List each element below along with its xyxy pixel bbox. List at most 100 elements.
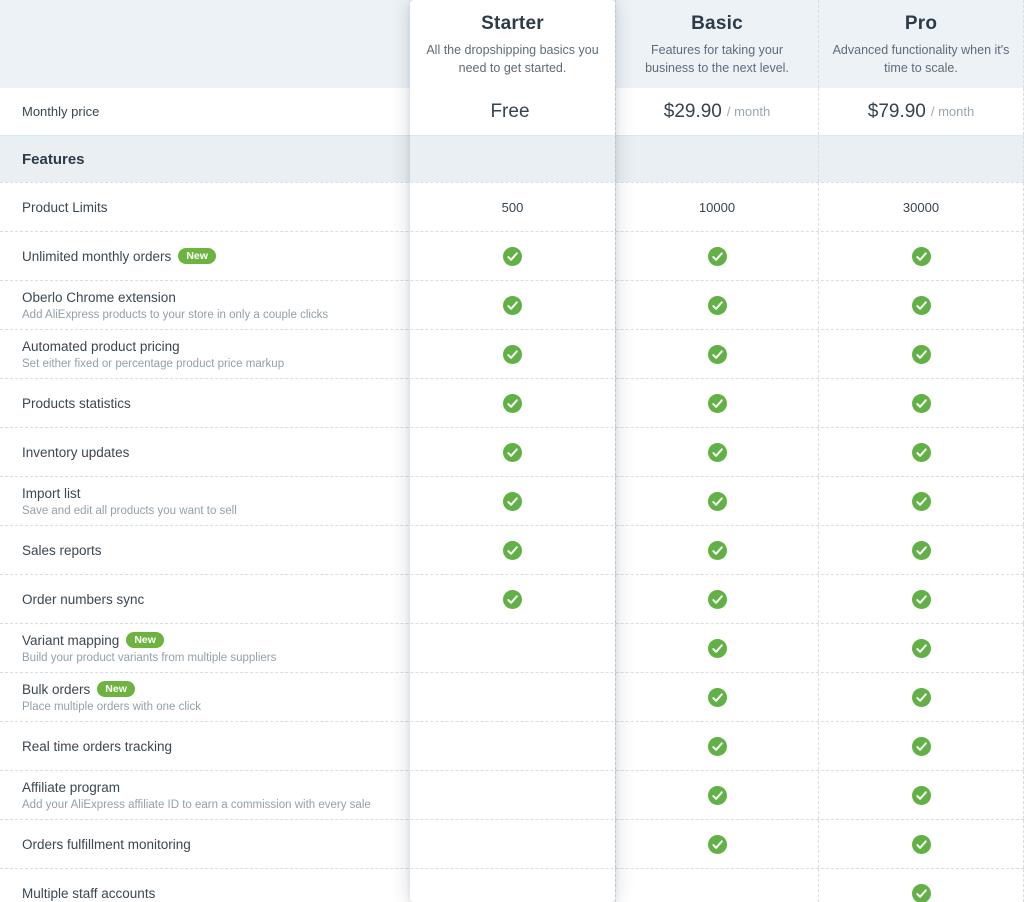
feature-value-cell bbox=[410, 526, 615, 574]
feature-label: Oberlo Chrome extension bbox=[22, 289, 176, 305]
feature-label-cell: Bulk orders New Place multiple orders with… bbox=[0, 673, 410, 721]
feature-label-line: Orders fulfillment monitoring bbox=[22, 837, 191, 852]
check-icon bbox=[707, 540, 727, 560]
feature-sublabel: Set either fixed or percentage product p… bbox=[22, 357, 285, 370]
table-row: Unlimited monthly orders New bbox=[0, 231, 1024, 280]
feature-sublabel: Place multiple orders with one click bbox=[22, 701, 201, 714]
check-icon bbox=[911, 589, 931, 609]
check-icon bbox=[707, 295, 727, 315]
header-spacer bbox=[0, 0, 410, 88]
feature-value-cell bbox=[818, 575, 1024, 623]
feature-value-cell bbox=[410, 379, 615, 427]
feature-value-cell bbox=[410, 575, 615, 623]
table-row: Order numbers sync bbox=[0, 574, 1024, 623]
feature-value-cell: 500 bbox=[410, 183, 615, 231]
table-row: Multiple staff accounts bbox=[0, 868, 1024, 902]
feature-label-cell: Import list Save and edit all products yo… bbox=[0, 477, 410, 525]
feature-label-cell: Sales reports bbox=[0, 526, 410, 574]
feature-label: Multiple staff accounts bbox=[22, 885, 156, 901]
check-icon bbox=[707, 393, 727, 413]
table-row: Products statistics bbox=[0, 378, 1024, 427]
feature-label-cell: Oberlo Chrome extension Add AliExpress pr… bbox=[0, 281, 410, 329]
feature-value-cell: 30000 bbox=[818, 183, 1024, 231]
plan-name: Pro bbox=[904, 13, 938, 34]
feature-sublabel: Save and edit all products you want to s… bbox=[22, 504, 237, 517]
feature-sublabel: Add your AliExpress affiliate ID to earn… bbox=[22, 798, 371, 811]
feature-label-line: Unlimited monthly orders New bbox=[22, 247, 216, 265]
feature-label: Sales reports bbox=[22, 542, 102, 558]
check-icon bbox=[911, 638, 931, 658]
feature-value-cell bbox=[615, 281, 818, 329]
feature-label-cell: Automated product pricing Set either fixe… bbox=[0, 330, 410, 378]
plan-name: Basic bbox=[691, 13, 743, 34]
check-icon bbox=[503, 393, 522, 413]
feature-rows: Product Limits 500 10000 30000 Unlimited mon… bbox=[0, 182, 1024, 902]
plan-description: All the dropshipping basics you need to … bbox=[426, 43, 599, 76]
feature-value-cell bbox=[615, 869, 818, 902]
feature-value-cell bbox=[410, 281, 615, 329]
check-icon bbox=[503, 442, 522, 462]
feature-value-cell bbox=[818, 624, 1024, 672]
feature-label: Bulk orders bbox=[22, 681, 91, 697]
feature-label-line: Bulk orders New bbox=[22, 680, 135, 698]
feature-label: Affiliate program bbox=[22, 779, 121, 795]
check-icon bbox=[707, 638, 727, 658]
check-icon bbox=[707, 491, 727, 511]
plan-description: Advanced functionality when it's time to… bbox=[832, 43, 1010, 76]
check-icon bbox=[503, 344, 522, 364]
feature-value-cell bbox=[410, 869, 615, 902]
feature-value-cell bbox=[615, 722, 818, 770]
feature-value-cell bbox=[615, 771, 818, 819]
check-icon bbox=[707, 736, 727, 756]
feature-label-line: Inventory updates bbox=[22, 445, 129, 460]
table-row: Inventory updates bbox=[0, 427, 1024, 476]
price-cell-starter: Free bbox=[410, 88, 615, 135]
feature-value-cell bbox=[615, 624, 818, 672]
check-icon bbox=[911, 442, 931, 462]
feature-label-cell: Order numbers sync bbox=[0, 575, 410, 623]
feature-value-cell bbox=[615, 330, 818, 378]
feature-value-cell: 10000 bbox=[615, 183, 818, 231]
feature-label: Product Limits bbox=[22, 199, 108, 215]
feature-label-line: Automated product pricing bbox=[22, 339, 180, 354]
monthly-price-row: Monthly price Free $29.90 / month $79.90… bbox=[0, 88, 1024, 135]
feature-value-cell bbox=[410, 624, 615, 672]
feature-value-cell bbox=[615, 820, 818, 868]
table-row: Real time orders tracking bbox=[0, 721, 1024, 770]
new-badge: New bbox=[178, 247, 216, 265]
plan-header-row: Starter All the dropshipping basics you … bbox=[0, 0, 1024, 88]
check-icon bbox=[911, 491, 931, 511]
feature-value-cell bbox=[615, 477, 818, 525]
feature-label-cell: Multiple staff accounts bbox=[0, 869, 410, 902]
feature-value-cell bbox=[410, 673, 615, 721]
feature-sublabel: Add AliExpress products to your store in… bbox=[22, 308, 329, 321]
band-cell bbox=[615, 136, 818, 182]
check-icon bbox=[707, 785, 727, 805]
check-icon bbox=[707, 589, 727, 609]
new-badge: New bbox=[126, 631, 164, 649]
feature-value-cell bbox=[818, 771, 1024, 819]
feature-label: Orders fulfillment monitoring bbox=[22, 836, 191, 852]
feature-label-line: Variant mapping New bbox=[22, 631, 164, 649]
feature-value-cell bbox=[410, 477, 615, 525]
table-row: Variant mapping New Build your product var… bbox=[0, 623, 1024, 672]
check-icon bbox=[911, 883, 931, 902]
feature-label-cell: Affiliate program Add your AliExpress aff… bbox=[0, 771, 410, 819]
feature-value-cell bbox=[818, 722, 1024, 770]
feature-label-cell: Product Limits bbox=[0, 183, 410, 231]
feature-value-cell bbox=[818, 428, 1024, 476]
feature-value-cell bbox=[818, 869, 1024, 902]
feature-value-cell bbox=[818, 820, 1024, 868]
feature-value-cell bbox=[818, 281, 1024, 329]
table-row: Bulk orders New Place multiple orders with… bbox=[0, 672, 1024, 721]
plan-name: Starter bbox=[481, 13, 544, 34]
feature-value-cell bbox=[818, 379, 1024, 427]
feature-value-cell bbox=[615, 232, 818, 280]
feature-value: 10000 bbox=[698, 199, 736, 215]
check-icon bbox=[503, 491, 522, 511]
feature-label-line: Multiple staff accounts bbox=[22, 886, 155, 901]
feature-value: 500 bbox=[501, 199, 524, 215]
table-row: Product Limits 500 10000 30000 bbox=[0, 182, 1024, 231]
check-icon bbox=[911, 736, 931, 756]
